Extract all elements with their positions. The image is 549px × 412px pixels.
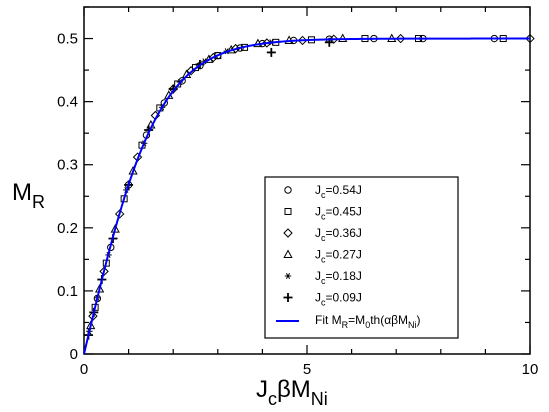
marker-diamond bbox=[283, 228, 293, 238]
legend-marker-plus bbox=[283, 293, 293, 302]
legend-fit-label-sub1: R bbox=[342, 320, 349, 330]
marker-diamond bbox=[114, 209, 125, 219]
legend-label-pre: J bbox=[315, 248, 321, 262]
legend-marker-circle bbox=[284, 186, 292, 194]
plot-area: 0 5 10 0 0.1 0.2 0.3 0.4 0.5 bbox=[57, 6, 539, 378]
marker-diamond bbox=[262, 38, 272, 48]
marker-triangle bbox=[338, 33, 348, 43]
legend-fit-label: Fit MR=M0th(αβMNi) bbox=[315, 313, 421, 330]
legend-fit-label-mid1: =M bbox=[348, 313, 365, 327]
legend-label-post: =0.45J bbox=[326, 205, 362, 219]
data-point-triangle bbox=[338, 33, 348, 43]
legend-label-sub: c bbox=[321, 255, 326, 265]
legend-label-sub: c bbox=[321, 298, 326, 308]
legend-box bbox=[264, 176, 459, 339]
marker-circle bbox=[160, 99, 168, 107]
legend-label-pre: J bbox=[315, 269, 321, 283]
y-axis-label: MR bbox=[12, 179, 45, 212]
x-axis-label-sub1: c bbox=[268, 389, 277, 409]
x-axis-label-mid: βM bbox=[277, 376, 311, 403]
data-point-diamond bbox=[395, 33, 406, 44]
legend-label: Jc=0.09J bbox=[315, 291, 362, 308]
legend-label-pre: J bbox=[315, 291, 321, 305]
y-axis-label-sub: R bbox=[32, 192, 45, 212]
legend-label: Jc=0.45J bbox=[315, 205, 362, 222]
legend-marker-square bbox=[284, 208, 292, 215]
fit-curve bbox=[83, 37, 530, 355]
x-axis-label-sub2: Ni bbox=[311, 389, 328, 409]
legend-fit-label-mid2: th(αβM bbox=[370, 313, 408, 327]
data-point-diamond bbox=[99, 266, 109, 277]
x-axis-label: JcβMNi bbox=[256, 376, 328, 409]
y-tick-label: 0.1 bbox=[57, 283, 78, 300]
data-point-diamond bbox=[114, 209, 125, 219]
x-tick-label: 5 bbox=[303, 361, 311, 378]
data-point-plus bbox=[266, 47, 276, 57]
legend-label: Jc=0.54J bbox=[315, 183, 362, 200]
marker-diamond bbox=[525, 33, 535, 44]
legend-label-post: =0.27J bbox=[326, 248, 362, 262]
legend-fit-label-pre: Fit M bbox=[315, 313, 342, 327]
data-point-triangle bbox=[284, 35, 294, 44]
y-tick-label: 0.3 bbox=[57, 157, 78, 174]
y-tick-label: 0.5 bbox=[57, 31, 78, 48]
legend-label-pre: J bbox=[315, 226, 321, 240]
marker-diamond bbox=[297, 35, 308, 46]
legend-label-post: =0.09J bbox=[326, 291, 362, 305]
data-point-circle bbox=[160, 99, 168, 107]
legend-marker-diamond bbox=[283, 228, 293, 238]
legend-fit-label-sub3: Ni bbox=[408, 320, 417, 330]
legend-marker-star bbox=[284, 272, 292, 280]
data-point-diamond bbox=[297, 35, 308, 46]
legend-label-post: =0.54J bbox=[326, 183, 362, 197]
legend: Jc=0.54JJc=0.45JJc=0.36JJc=0.27JJc=0.18J… bbox=[264, 176, 459, 339]
marker-diamond bbox=[395, 33, 406, 44]
legend-label-pre: J bbox=[315, 205, 321, 219]
marker-star-stroke bbox=[285, 272, 291, 280]
legend-label-post: =0.36J bbox=[326, 226, 362, 240]
x-tick-label: 10 bbox=[522, 361, 539, 378]
y-tick-label: 0.2 bbox=[57, 220, 78, 237]
legend-label: Jc=0.36J bbox=[315, 226, 362, 243]
legend-marker-triangle bbox=[283, 249, 293, 258]
marker-diamond bbox=[99, 266, 109, 277]
y-axis-label-main: M bbox=[12, 179, 32, 206]
legend-label-sub: c bbox=[321, 190, 326, 200]
legend-label-post: =0.18J bbox=[326, 269, 362, 283]
legend-label-sub: c bbox=[321, 276, 326, 286]
legend-label-sub: c bbox=[321, 212, 326, 222]
marker-triangle bbox=[284, 35, 294, 44]
data-point-diamond bbox=[262, 38, 272, 48]
legend-label-pre: J bbox=[315, 183, 321, 197]
legend-fit-label-sub2: 0 bbox=[365, 320, 370, 330]
x-tick-label: 0 bbox=[80, 361, 88, 378]
y-tick-label: 0.4 bbox=[57, 94, 78, 111]
legend-label: Jc=0.18J bbox=[315, 269, 362, 286]
legend-entries: Jc=0.54JJc=0.45JJc=0.36JJc=0.27JJc=0.18J… bbox=[283, 183, 362, 308]
legend-fit-label-post: ) bbox=[417, 313, 421, 327]
marker-triangle bbox=[283, 249, 293, 258]
marker-circle bbox=[284, 186, 292, 194]
marker-square bbox=[284, 208, 292, 215]
y-tick-label: 0 bbox=[70, 346, 78, 363]
legend-label: Jc=0.27J bbox=[315, 248, 362, 265]
data-point-diamond bbox=[525, 33, 535, 44]
legend-label-sub: c bbox=[321, 233, 326, 243]
x-axis-label-main: J bbox=[256, 376, 268, 403]
